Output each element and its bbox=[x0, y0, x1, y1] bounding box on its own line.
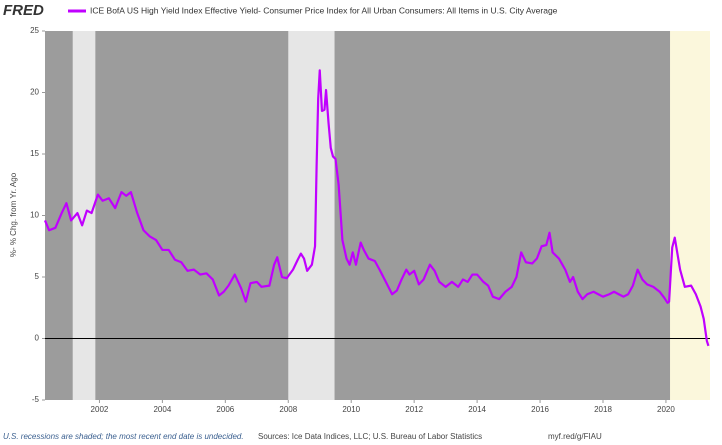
x-tick-label: 2018 bbox=[594, 405, 612, 414]
x-tick-label: 2012 bbox=[405, 405, 423, 414]
x-tick-label: 2014 bbox=[468, 405, 486, 414]
recession-shading bbox=[288, 31, 335, 400]
y-tick-label: 10 bbox=[30, 211, 39, 220]
y-tick-label: -5 bbox=[32, 395, 40, 404]
data-line bbox=[43, 69, 710, 347]
x-tick-label: 2002 bbox=[91, 405, 109, 414]
x-tick-label: 2010 bbox=[342, 405, 360, 414]
legend-label: ICE BofA US High Yield Index Effective Y… bbox=[90, 5, 558, 15]
y-tick-label: 25 bbox=[30, 26, 39, 35]
y-tick-label: 20 bbox=[30, 88, 39, 97]
x-tick-label: 2020 bbox=[657, 405, 675, 414]
y-tick-label: 15 bbox=[30, 149, 39, 158]
y-tick-label: 0 bbox=[35, 334, 40, 343]
x-tick-label: 2016 bbox=[531, 405, 549, 414]
source: Sources: Ice Data Indices, LLC; U.S. Bur… bbox=[258, 432, 482, 441]
url: myf.red/g/FIAU bbox=[548, 432, 602, 441]
recession-shading bbox=[72, 31, 96, 400]
y-axis-label: %- % Chg. from Yr. Ago bbox=[9, 172, 18, 257]
x-tick-label: 2008 bbox=[279, 405, 297, 414]
plot-background bbox=[45, 31, 710, 400]
x-tick-label: 2004 bbox=[153, 405, 171, 414]
y-tick-label: 5 bbox=[35, 272, 40, 281]
logo: FRED bbox=[3, 2, 44, 19]
footnote: U.S. recessions are shaded; the most rec… bbox=[3, 432, 244, 441]
x-tick-label: 2006 bbox=[216, 405, 234, 414]
recession-shading bbox=[670, 31, 710, 400]
legend: ICE BofA US High Yield Index Effective Y… bbox=[68, 5, 558, 15]
